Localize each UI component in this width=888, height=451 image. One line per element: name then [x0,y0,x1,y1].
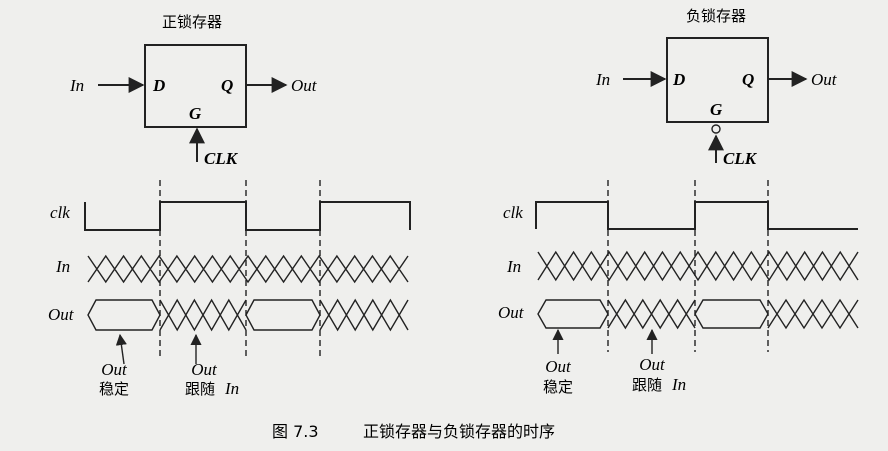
positive-in-wave [87,254,409,284]
negative-pin-d: D [672,70,685,89]
positive-latch-title: 正锁存器 [162,13,222,31]
positive-stable-signal: Out [101,360,128,379]
negative-out-label: Out [498,303,525,322]
negative-pin-q: Q [742,70,754,89]
positive-out-stable-1 [87,299,161,331]
negative-out-stable-3 [694,299,769,329]
positive-output-label: Out [291,76,318,95]
negative-follow-text: 跟随 [632,376,662,394]
positive-out-label: Out [48,305,75,324]
positive-follow-ref: In [224,379,239,398]
negative-in-label: In [506,257,521,276]
negative-follow-signal: Out [639,355,666,374]
caption-number: 图 7.3 [272,422,319,441]
positive-out-stable-3 [245,299,321,331]
negative-stable-signal: Out [545,357,572,376]
positive-out-follow-4 [319,298,409,332]
negative-pin-g: G [710,100,723,119]
negative-out-follow-2 [607,298,696,330]
negative-clk-label: clk [503,203,523,222]
negative-latch-title: 负锁存器 [686,7,746,25]
positive-clock-label: CLK [204,149,239,168]
negative-input-label: In [595,70,610,89]
caption-text: 正锁存器与负锁存器的时序 [363,422,555,441]
negative-inversion-bubble-icon [711,124,721,134]
negative-timing-waveforms [535,180,859,352]
positive-follow-signal: Out [191,360,218,379]
negative-output-label: Out [811,70,838,89]
positive-in-label: In [55,257,70,276]
positive-out-follow-2 [159,298,247,332]
positive-pin-d: D [152,76,165,95]
positive-pin-q: Q [221,76,233,95]
negative-stable-text: 稳定 [543,378,573,396]
figure-caption: 图 7.3 正锁存器与负锁存器的时序 [272,422,555,441]
negative-out-follow-4 [767,298,859,330]
positive-clk-label: clk [50,203,70,222]
negative-follow-ref: In [671,375,686,394]
negative-latch: 负锁存器 D Q G In Out CLK clk In Out Out 稳定 … [498,7,859,396]
positive-latch: 正锁存器 D Q G In Out CLK clk In Out Out 稳定 … [48,13,411,398]
positive-clk-wave [84,201,411,231]
negative-clk-wave [535,201,858,230]
positive-timing-waveforms [84,180,411,356]
positive-stable-pointer [115,333,127,365]
positive-pin-g: G [189,104,202,123]
negative-out-stable-1 [537,299,609,329]
positive-input-label: In [69,76,84,95]
negative-clock-label: CLK [723,149,758,168]
negative-in-wave [537,250,859,282]
positive-stable-text: 稳定 [99,380,129,398]
positive-follow-text: 跟随 [185,380,215,398]
